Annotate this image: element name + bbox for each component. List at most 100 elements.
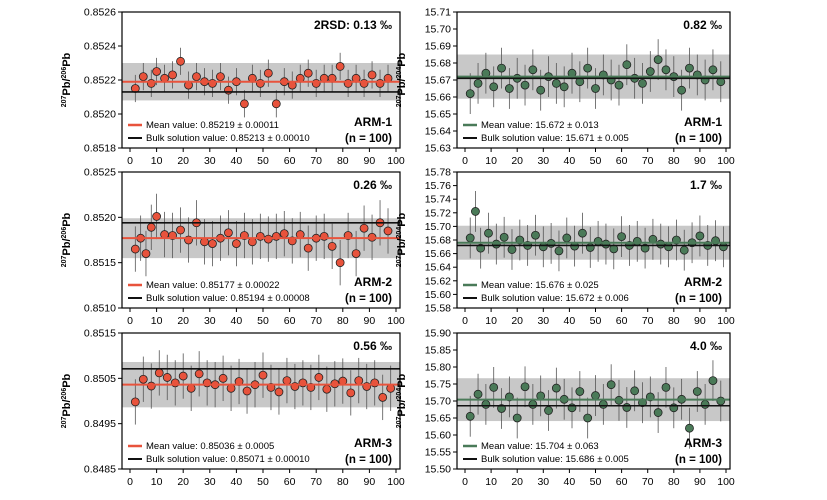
x-tick-label: 70 [310,476,322,488]
sample-label: ARM-3 [354,436,392,450]
data-point [279,229,289,239]
x-tick-label: 80 [668,155,680,167]
data-point [614,80,624,90]
y-tick-label: 15.67 [425,75,451,87]
n-label: (n = 100) [675,293,722,305]
data-point [630,386,640,396]
sample-label: ARM-2 [684,275,722,289]
y-tick-label: 0.8520 [84,109,116,121]
data-point [473,389,483,399]
data-point [661,382,671,392]
panel-plot-area [122,47,400,118]
x-tick-label: 40 [231,476,243,488]
x-tick-label: 10 [485,155,497,167]
rsd-label: 0.82 ‰ [683,18,722,32]
rsd-label: 0.26 ‰ [353,178,392,192]
data-point [271,99,281,109]
x-tick-label: 60 [284,315,296,327]
legend-mean-label: Mean value: 15.676 ± 0.025 [481,280,599,291]
data-point [520,80,530,90]
legend-mean-label: Mean value: 0.85219 ± 0.00011 [146,120,279,131]
y-axis-label: 207Pb/204Pb [396,52,408,107]
data-point [162,373,172,382]
x-tick-label: 70 [310,315,322,327]
n-label: (n = 100) [675,454,722,466]
data-point [583,413,593,423]
data-point [194,369,204,379]
y-tick-label: 15.85 [425,345,451,357]
data-point [263,68,273,78]
data-point [653,408,663,417]
y-tick-label: 15.64 [425,126,451,138]
legend-bulk-label: Bulk solution value: 15.672 ± 0.006 [481,293,629,304]
y-tick-label: 15.68 [425,58,451,70]
x-tick-label: 10 [151,155,163,167]
legend-bulk-label: Bulk solution value: 15.686 ± 0.005 [481,454,629,465]
x-tick-label: 60 [284,155,296,167]
x-tick-label: 90 [694,155,706,167]
x-tick-label: 30 [204,315,216,327]
data-point [491,239,501,249]
legend-mean-label: Mean value: 15.704 ± 0.063 [481,441,599,452]
data-point [351,249,361,259]
x-tick-label: 0 [462,315,468,327]
y-tick-label: 0.8485 [84,464,116,476]
data-point [606,380,616,390]
data-point [593,236,603,246]
n-label: (n = 100) [345,454,392,466]
sample-label: ARM-2 [354,275,392,289]
data-point [258,370,268,380]
y-tick-label: 15.90 [425,328,451,340]
data-point [685,63,694,73]
x-tick-label: 20 [177,155,189,167]
y-tick-label: 0.8525 [84,167,116,179]
y-tick-label: 15.72 [425,207,451,219]
data-point [208,79,217,88]
y-axis-label: 207Pb/204Pb [396,373,408,428]
y-tick-label: 15.70 [425,24,451,36]
y-tick-label: 15.58 [425,303,451,315]
x-tick-label: 30 [537,315,549,327]
panel-plot-area [122,193,400,286]
data-point [583,63,593,73]
x-tick-label: 0 [127,476,133,488]
rsd-label: 4.0 ‰ [690,339,722,353]
data-point [716,396,726,406]
y-tick-label: 0.8518 [84,143,116,155]
x-tick-label: 60 [284,476,296,488]
x-tick-label: 50 [257,476,269,488]
x-tick-label: 0 [462,476,468,488]
data-point [346,388,356,398]
x-tick-label: 100 [717,476,735,488]
x-tick-label: 100 [387,315,405,327]
rsd-label: 1.7 ‰ [690,178,722,192]
panel-frame [121,332,401,470]
data-point [224,85,233,95]
x-tick-label: 80 [668,315,680,327]
data-point [531,230,540,240]
x-tick-label: 60 [616,155,628,167]
y-tick-label: 15.60 [425,289,451,301]
x-tick-label: 10 [151,315,163,327]
data-point [383,226,393,236]
y-tick-label: 15.66 [425,248,451,260]
y-tick-label: 0.8520 [84,212,116,224]
y-axis-label: 207Pb/206Pb [61,52,73,107]
x-tick-label: 70 [642,476,654,488]
data-point [695,231,705,241]
x-tick-label: 0 [127,155,133,167]
data-point [528,65,538,75]
x-tick-label: 0 [462,155,468,167]
data-point [622,403,632,412]
y-tick-label: 0.8526 [84,7,116,19]
data-point [335,62,345,71]
data-point [551,383,561,393]
data-point [692,387,702,396]
data-point [335,258,345,268]
data-point [473,79,483,88]
data-point [632,236,642,246]
data-point [138,374,148,384]
data-point [544,406,553,415]
x-tick-label: 70 [310,155,322,167]
